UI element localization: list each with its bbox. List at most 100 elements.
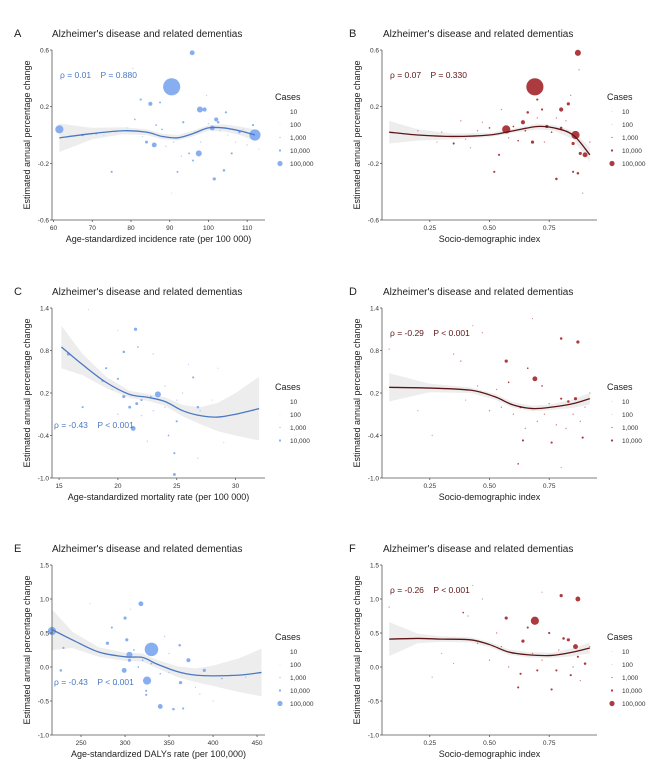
data-point — [144, 642, 159, 657]
data-point — [497, 153, 501, 156]
data-point — [569, 674, 572, 677]
data-point — [164, 406, 166, 408]
data-point — [540, 108, 544, 111]
legend-swatch — [279, 676, 281, 679]
data-point — [441, 652, 443, 654]
data-point — [526, 78, 544, 96]
scatter-plot: E Alzheimer's disease and related dementi… — [14, 543, 314, 759]
data-point — [141, 659, 144, 662]
data-point — [555, 669, 558, 672]
data-point — [168, 671, 170, 674]
data-point — [178, 643, 181, 647]
panel-title: Alzheimer's disease and related dementia… — [383, 544, 573, 555]
y-tick-label: 1.5 — [40, 563, 49, 570]
data-point — [246, 144, 248, 146]
x-tick-label: 250 — [76, 740, 87, 747]
y-tick-label: 0.0 — [40, 665, 49, 672]
data-point — [548, 631, 551, 635]
data-point — [188, 152, 191, 155]
data-point — [129, 608, 131, 610]
data-point — [541, 659, 543, 661]
data-point — [572, 413, 574, 415]
data-point — [59, 669, 63, 672]
data-point — [139, 98, 142, 101]
data-point — [103, 134, 105, 136]
data-point — [200, 141, 202, 143]
data-point — [234, 141, 237, 143]
data-point — [116, 377, 119, 380]
data-point — [566, 102, 570, 106]
scatter-plot: A Alzheimer's disease and related dementi… — [14, 28, 314, 244]
data-point — [417, 410, 419, 412]
legend-label: 1,000 — [290, 675, 307, 682]
data-point — [105, 641, 110, 645]
legend-swatch — [279, 124, 281, 125]
x-tick-label: 300 — [120, 740, 131, 747]
confidence-band — [389, 622, 590, 659]
legend-title: Cases — [275, 382, 301, 392]
data-point — [115, 683, 118, 685]
data-point — [140, 399, 143, 402]
legend-label: 100,000 — [290, 701, 314, 708]
legend-label: 100,000 — [622, 161, 646, 168]
x-axis-label: Socio-demographic index — [439, 749, 541, 759]
data-point — [89, 603, 91, 605]
data-point — [114, 131, 117, 133]
data-point — [476, 642, 479, 644]
data-point — [550, 131, 553, 133]
data-point — [555, 177, 558, 181]
data-point — [182, 121, 185, 124]
data-point — [152, 353, 154, 355]
smooth-trend-line — [389, 125, 591, 156]
data-point — [476, 385, 479, 387]
data-point — [555, 117, 558, 119]
legend-swatch — [279, 401, 281, 402]
data-point — [212, 700, 214, 702]
data-point — [531, 318, 534, 320]
x-axis-label: Socio-demographic index — [439, 234, 541, 244]
legend-label: 100 — [290, 122, 301, 129]
scatter-plot: D Alzheimer's disease and related dementi… — [349, 286, 642, 502]
panel-title: Alzheimer's disease and related dementia… — [52, 287, 242, 298]
confidence-band — [389, 120, 590, 162]
x-tick-label: 0.75 — [543, 225, 556, 232]
data-point — [560, 466, 562, 468]
y-axis-label: Estimated annual percentage change — [22, 60, 32, 209]
data-point — [258, 148, 260, 150]
data-point — [507, 666, 510, 668]
data-point — [110, 170, 113, 173]
data-point — [388, 348, 390, 350]
data-point — [481, 332, 483, 334]
data-point — [519, 672, 522, 675]
data-point — [182, 707, 185, 710]
data-point — [186, 658, 191, 663]
legend-label: 100,000 — [622, 701, 646, 708]
confidence-band — [52, 609, 262, 697]
y-axis-label: Estimated annual percentage change — [22, 318, 32, 467]
legend-swatch — [609, 160, 615, 167]
y-tick-label: 1.0 — [40, 597, 49, 604]
data-point — [152, 410, 154, 412]
data-point — [199, 410, 201, 412]
data-point — [566, 638, 570, 642]
data-point — [195, 150, 202, 157]
legend: Cases 10 100 1,000 10,000 100,000 — [275, 632, 314, 708]
data-point — [467, 615, 469, 617]
legend-swatch — [611, 111, 613, 112]
data-point — [222, 169, 226, 172]
data-point — [453, 663, 455, 665]
data-point — [517, 686, 520, 689]
data-point — [574, 49, 581, 56]
panel-letter: E — [14, 543, 21, 555]
data-point — [161, 128, 163, 131]
data-point — [496, 388, 498, 391]
data-point — [565, 120, 567, 122]
panel-letter: F — [349, 543, 356, 555]
data-point — [526, 111, 529, 114]
legend-swatch — [279, 414, 281, 415]
data-point — [55, 125, 64, 134]
panel-letter: D — [349, 286, 357, 298]
y-tick-label: 0.2 — [370, 391, 379, 398]
data-point — [211, 399, 213, 401]
data-point — [520, 120, 526, 125]
